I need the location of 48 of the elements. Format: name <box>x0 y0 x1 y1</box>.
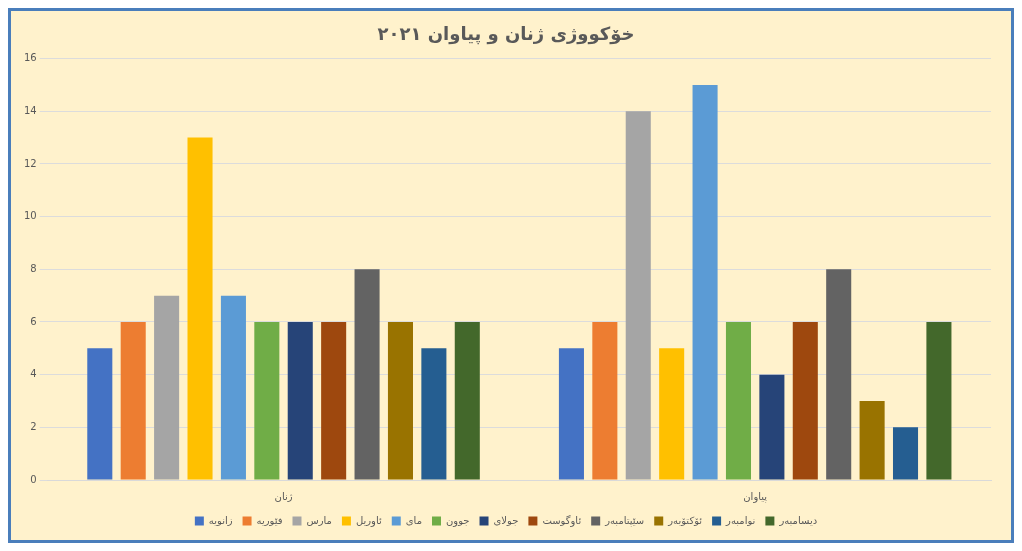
bar <box>354 269 380 480</box>
bar <box>387 321 413 480</box>
bar <box>592 321 618 480</box>
bar <box>187 137 213 480</box>
legend-label: مای <box>405 514 422 526</box>
y-tick-label: 4 <box>30 368 37 380</box>
y-tick-label: 0 <box>30 473 37 485</box>
bar <box>792 321 818 480</box>
y-tick-label: 8 <box>30 262 37 274</box>
bar <box>287 321 313 480</box>
bar <box>421 348 447 480</box>
legend-label: فێوریه <box>256 514 283 526</box>
y-tick-label: 6 <box>30 315 37 327</box>
bar <box>321 321 347 480</box>
legend-label: دیسامبەر <box>778 514 818 526</box>
legend-label: جولای <box>493 514 519 526</box>
y-tick-label: 12 <box>23 157 37 169</box>
y-tick-label: 10 <box>23 210 37 222</box>
x-tick-label: پیاوان <box>743 490 768 503</box>
bar <box>926 321 952 480</box>
legend-label: نوامبەر <box>725 514 756 526</box>
chart-title: خۆکووژی ژنان و پیاوان ٢٠٢١ <box>377 23 635 46</box>
y-tick-label: 16 <box>23 52 37 64</box>
x-tick-label: ژنان <box>274 490 293 502</box>
bar <box>625 111 651 480</box>
y-tick-label: 2 <box>30 420 37 432</box>
y-tick-label: 14 <box>23 104 37 116</box>
bar <box>120 321 146 480</box>
bar <box>87 348 113 480</box>
bar <box>892 427 919 480</box>
bar <box>759 374 785 480</box>
legend-label: جوون <box>446 514 470 527</box>
legend-label: ئاوریل <box>355 514 382 527</box>
bar <box>154 295 180 480</box>
bar <box>859 400 885 480</box>
legend-label: ئاوگوست <box>542 514 582 527</box>
legend-label: مارس <box>306 514 332 526</box>
legend-label: زانویه <box>208 514 233 526</box>
bar <box>659 348 685 480</box>
legend-label: ئۆکتۆبەر <box>667 514 703 526</box>
bar <box>558 348 584 480</box>
bar <box>725 321 752 480</box>
bar <box>692 84 718 480</box>
bar <box>254 321 280 480</box>
bar <box>826 269 852 480</box>
bar <box>220 295 246 480</box>
bar <box>454 321 480 480</box>
legend-label: سێپتامبەر <box>604 514 645 527</box>
